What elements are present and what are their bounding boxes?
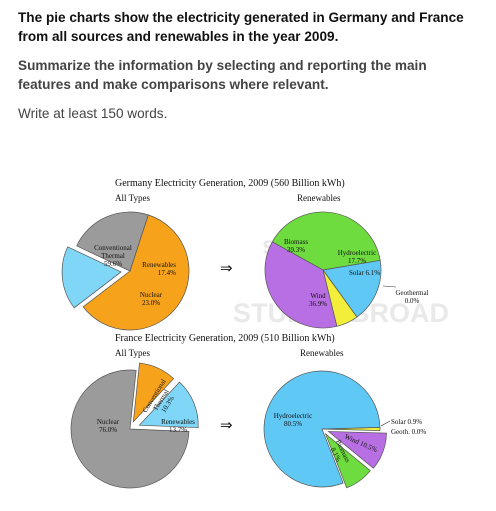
instruction-line-2: features and make comparisons where rele… <box>18 77 329 92</box>
france-all-slice-nuclear <box>70 369 190 489</box>
france-arrow-icon: ⇒ <box>220 416 233 434</box>
germany-renew-pie <box>264 211 382 329</box>
germany-renew-labels: Biomass 39.3% Hydroelectric 17.7% Solar 6.1%… <box>284 238 429 308</box>
france-renew-label-hydroelectric: Hydroelectric 80.5% <box>274 412 312 428</box>
germany-all-label-nuclear: Nuclear 23.0% <box>140 291 163 307</box>
germany-renew-label-wind: Wind 36.9% <box>309 292 327 308</box>
germany-all-slice-conventional-thermal <box>82 214 190 331</box>
task-line-1: The pie charts show the electricity gene… <box>18 10 464 25</box>
task-prompt: The pie charts show the electricity gene… <box>18 8 488 123</box>
germany-all-pie <box>61 211 190 331</box>
germany-all-label-conventional-thermal: Conventional Thermal 59.6% <box>94 244 132 268</box>
france-renewables-subtitle: Renewables <box>300 348 344 358</box>
france-renew-slice-hydroelectric <box>263 370 381 488</box>
germany-all-slice-renewables <box>61 246 122 309</box>
france-chart-title: France Electricity Generation, 2009 (510… <box>115 333 335 344</box>
germany-all-types-subtitle: All Types <box>115 193 150 203</box>
germany-all-slice-nuclear <box>76 211 149 272</box>
france-all-slice-renewables <box>138 381 199 429</box>
instruction-line-1: Summarize the information by selecting a… <box>18 58 427 73</box>
france-all-pie <box>70 362 199 489</box>
france-all-labels: ConventionalThermal10.3%Renewables 13.7%N… <box>97 378 195 434</box>
france-renew-label-geoth: Geoth. 0.0% <box>391 428 426 436</box>
germany-renew-label-solar: Solar 6.1% <box>349 269 380 277</box>
germany-renewables-subtitle: Renewables <box>297 193 341 203</box>
france-all-label-nuclear: Nuclear 76.0% <box>97 418 120 434</box>
france-all-types-subtitle: All Types <box>115 348 150 358</box>
germany-chart-title: Germany Electricity Generation, 2009 (56… <box>115 178 345 189</box>
france-renew-slice-biomass <box>324 432 371 489</box>
france-renew-label-solar: Solar 0.9% <box>391 418 422 426</box>
germany-renew-slice-biomass <box>271 211 381 271</box>
france-all-slice-conventional-thermal <box>132 362 175 423</box>
germany-renew-slice-wind <box>264 241 338 329</box>
pie-layer: Conventional Thermal 59.6% Renewables 17.4% N… <box>61 211 429 489</box>
germany-renew-label-hydroelectric: Hydroelectric 17.7% <box>338 249 376 265</box>
france-renew-pie <box>263 370 387 489</box>
germany-all-labels: Conventional Thermal 59.6% Renewables 17.4% N… <box>94 244 176 307</box>
word-count-instruction: Write at least 150 words. <box>18 106 168 121</box>
germany-renew-label-biomass: Biomass 39.3% <box>284 238 308 254</box>
germany-all-label-renewables: Renewables 17.4% <box>142 261 176 277</box>
france-renew-slice-wind <box>327 431 387 469</box>
germany-renew-slice-hydroelectric <box>322 260 382 318</box>
solar-pointer-line <box>380 420 391 427</box>
geothermal-pointer-line <box>382 285 397 288</box>
task-line-2: from all sources and renewables in the y… <box>18 29 339 44</box>
germany-renew-label-geothermal: Geothermal 0.0% <box>395 289 428 305</box>
germany-arrow-icon: ⇒ <box>220 259 233 277</box>
france-all-label-renewables: Renewables 13.7% <box>161 418 195 434</box>
